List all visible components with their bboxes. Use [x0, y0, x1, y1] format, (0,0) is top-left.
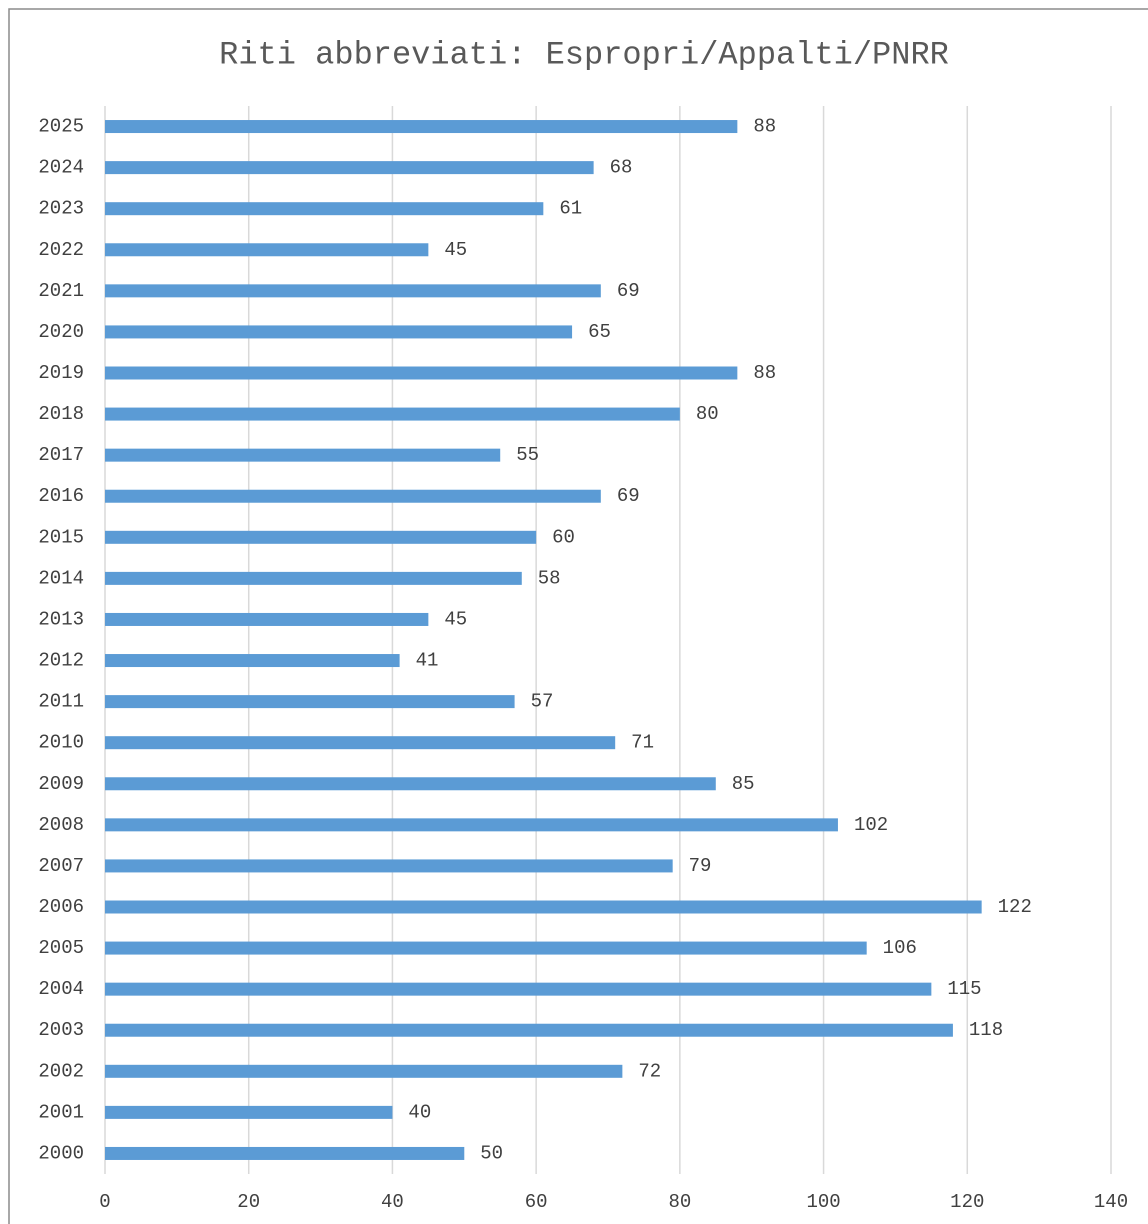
- bar: [105, 982, 932, 996]
- data-label: 88: [753, 362, 776, 384]
- data-label: 69: [617, 485, 640, 507]
- bar: [105, 818, 838, 832]
- data-label: 45: [444, 239, 467, 261]
- bar: [105, 736, 616, 750]
- x-tick-label: 60: [525, 1191, 548, 1213]
- y-tick-label: 2016: [38, 485, 84, 507]
- y-tick-label: 2021: [38, 280, 84, 302]
- x-tick-label: 0: [99, 1191, 110, 1213]
- data-label: 40: [408, 1101, 431, 1123]
- y-tick-label: 2019: [38, 362, 84, 384]
- data-label: 45: [444, 608, 467, 630]
- x-tick-label: 140: [1094, 1191, 1128, 1213]
- data-label: 55: [516, 444, 539, 466]
- data-label: 80: [696, 403, 719, 425]
- x-tick-label: 100: [806, 1191, 840, 1213]
- y-tick-label: 2009: [38, 773, 84, 795]
- data-label: 65: [588, 321, 611, 343]
- y-tick-label: 2005: [38, 937, 84, 959]
- bar: [105, 777, 716, 791]
- y-tick-label: 2004: [38, 978, 84, 1000]
- data-label: 50: [480, 1142, 503, 1164]
- bar: [105, 612, 429, 626]
- data-label: 88: [753, 116, 776, 138]
- bar: [105, 366, 738, 380]
- data-label: 60: [552, 526, 575, 548]
- y-tick-label: 2008: [38, 814, 84, 836]
- bar: [105, 407, 680, 421]
- bar: [105, 859, 673, 873]
- data-label: 106: [883, 937, 917, 959]
- y-tick-label: 2014: [38, 567, 84, 589]
- bar: [105, 489, 601, 503]
- data-label: 41: [416, 650, 439, 672]
- bar: [105, 284, 601, 298]
- y-tick-label: 2007: [38, 855, 84, 877]
- x-tick-label: 40: [381, 1191, 404, 1213]
- y-tick-label: 2002: [38, 1060, 84, 1082]
- bar: [105, 243, 429, 257]
- y-tick-label: 2001: [38, 1101, 84, 1123]
- bar: [105, 941, 867, 955]
- y-tick-label: 2000: [38, 1142, 84, 1164]
- data-label: 69: [617, 280, 640, 302]
- bar: [105, 1064, 623, 1078]
- bar: [105, 161, 594, 175]
- data-label: 68: [610, 157, 633, 179]
- data-label: 58: [538, 567, 561, 589]
- y-tick-label: 2012: [38, 650, 84, 672]
- bar: [105, 1023, 953, 1037]
- x-tick-label: 80: [668, 1191, 691, 1213]
- y-tick-label: 2006: [38, 896, 84, 918]
- x-tick-label: 120: [950, 1191, 984, 1213]
- x-tick-label: 20: [237, 1191, 260, 1213]
- bar: [105, 1146, 465, 1160]
- y-tick-label: 2017: [38, 444, 84, 466]
- y-tick-label: 2003: [38, 1019, 84, 1041]
- data-label: 72: [638, 1060, 661, 1082]
- y-tick-label: 2015: [38, 526, 84, 548]
- data-label: 102: [854, 814, 888, 836]
- bar: [105, 325, 573, 339]
- data-label: 61: [559, 198, 582, 220]
- y-tick-label: 2025: [38, 116, 84, 138]
- y-tick-label: 2023: [38, 198, 84, 220]
- bar: [105, 1105, 393, 1119]
- y-tick-label: 2013: [38, 608, 84, 630]
- y-tick-label: 2022: [38, 239, 84, 261]
- bar: [105, 120, 738, 134]
- data-label: 115: [947, 978, 981, 1000]
- bar: [105, 654, 400, 668]
- y-tick-label: 2018: [38, 403, 84, 425]
- y-tick-label: 2011: [38, 691, 84, 713]
- bar: [105, 571, 522, 585]
- y-tick-label: 2024: [38, 157, 84, 179]
- data-label: 79: [689, 855, 712, 877]
- data-label: 118: [969, 1019, 1003, 1041]
- bar: [105, 202, 544, 216]
- y-tick-label: 2020: [38, 321, 84, 343]
- data-label: 122: [998, 896, 1032, 918]
- data-label: 85: [732, 773, 755, 795]
- y-tick-label: 2010: [38, 732, 84, 754]
- bar: [105, 448, 501, 462]
- data-label: 71: [631, 732, 654, 754]
- data-label: 57: [531, 691, 554, 713]
- chart-title: Riti abbreviati: Espropri/Appalti/PNRR: [219, 36, 949, 73]
- bar: [105, 695, 515, 709]
- bar: [105, 530, 537, 544]
- bar: [105, 900, 982, 914]
